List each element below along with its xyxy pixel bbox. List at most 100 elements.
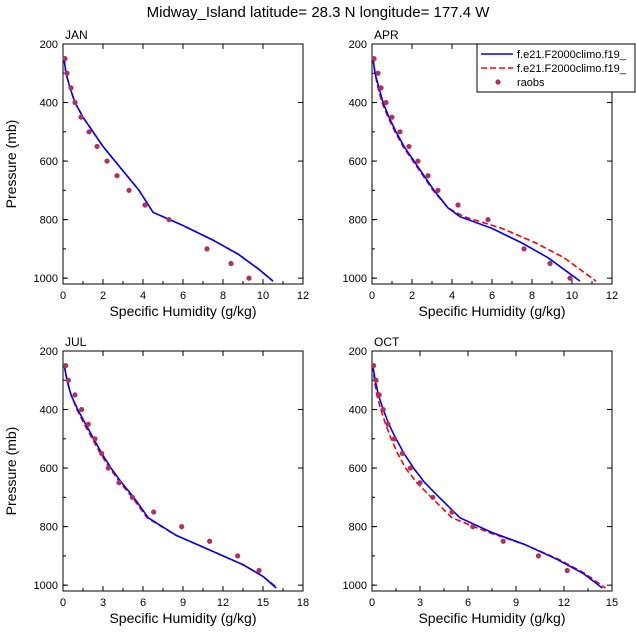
y-tick-label: 400: [349, 405, 367, 417]
chart-panel-apr: APR 0 2 4 6 8 10 12 200 400 600 800 1000 Specific Hum…: [343, 28, 619, 319]
series-line-red-dashed: [372, 58, 597, 282]
x-tick-label: 4: [140, 290, 146, 302]
x-tick-label: 12: [558, 597, 570, 609]
data-point-raobs: [564, 567, 570, 574]
y-tick-label: 600: [349, 156, 367, 168]
y-tick-label: 400: [349, 98, 367, 110]
x-tick-label: 4: [449, 290, 455, 302]
data-point-raobs: [470, 524, 476, 530]
data-point-raobs: [521, 246, 527, 252]
data-point-raobs: [207, 538, 213, 544]
data-point-raobs: [65, 377, 71, 383]
data-point-raobs: [500, 538, 506, 544]
panel-label: JAN: [65, 28, 88, 42]
data-point-raobs: [547, 260, 553, 267]
y-tick-label: 800: [349, 522, 367, 534]
x-tick-label: 12: [606, 290, 618, 302]
y-tick-label: 600: [40, 463, 58, 475]
data-point-raobs: [485, 217, 491, 223]
y-tick-label: 800: [40, 522, 58, 534]
series-line-blue: [372, 58, 581, 282]
data-point-raobs: [406, 143, 412, 150]
y-tick-label: 1000: [34, 580, 58, 592]
legend: f.e21.F2000climo.f19_ f.e21.F2000climo.f1…: [476, 43, 636, 93]
data-point-raobs: [72, 99, 78, 106]
y-tick-label: 400: [40, 98, 58, 110]
x-tick-label: 0: [60, 290, 66, 302]
x-axis-label: Specific Humidity (g/kg): [109, 303, 256, 319]
y-tick-label: 600: [40, 156, 58, 168]
x-tick-label: 10: [566, 290, 578, 302]
x-tick-label: 18: [297, 597, 309, 609]
x-tick-label: 3: [417, 597, 423, 609]
series-line-blue: [63, 58, 274, 282]
y-axis-label: Pressure (mb): [3, 427, 19, 516]
data-point-raobs: [129, 494, 135, 500]
x-tick-label: 8: [220, 290, 226, 302]
data-point-raobs: [380, 406, 386, 413]
series-line-blue: [372, 365, 603, 589]
data-point-raobs: [104, 158, 110, 164]
series-line-red-dashed: [372, 365, 607, 589]
data-point-raobs: [375, 70, 381, 76]
data-point-raobs: [228, 260, 234, 267]
data-point-raobs: [235, 553, 241, 559]
chart-panel-jul: JUL 0 3 6 9 12 15 18 200 400 600 800 1000 Specific Hu…: [3, 335, 309, 626]
x-tick-label: 9: [180, 597, 186, 609]
data-point-raobs: [116, 480, 122, 486]
y-tick-label: 400: [40, 405, 58, 417]
data-point-raobs: [72, 392, 78, 398]
data-point-raobs: [92, 436, 98, 442]
y-axis-label: Pressure (mb): [3, 120, 19, 209]
x-tick-label: 8: [529, 290, 535, 302]
data-point-raobs: [385, 421, 391, 427]
series-line-blue: [63, 365, 277, 589]
data-point-raobs: [371, 56, 377, 62]
legend-marker-dot: [495, 79, 501, 85]
legend-label: raobs: [517, 77, 545, 89]
x-tick-label: 6: [489, 290, 495, 302]
legend-label: f.e21.F2000climo.f19_: [517, 63, 627, 75]
data-point-raobs: [142, 202, 148, 208]
x-tick-label: 2: [409, 290, 415, 302]
panel-label: JUL: [65, 335, 87, 349]
series-line-red-dashed: [63, 365, 279, 589]
data-point-raobs: [179, 524, 185, 530]
y-tick-label: 1000: [343, 580, 367, 592]
x-tick-label: 0: [60, 597, 66, 609]
x-tick-label: 10: [257, 290, 269, 302]
legend-label: f.e21.F2000climo.f19_: [517, 49, 627, 61]
y-tick-label: 800: [349, 215, 367, 227]
data-point-raobs: [391, 436, 397, 442]
data-point-raobs: [126, 187, 132, 193]
data-point-raobs: [535, 553, 542, 559]
data-point-raobs: [204, 246, 210, 252]
y-tick-label: 1000: [343, 273, 367, 285]
data-point-raobs: [430, 494, 436, 500]
x-tick-label: 2: [100, 290, 106, 302]
panel-label: APR: [374, 28, 399, 42]
y-tick-label: 200: [349, 39, 367, 51]
data-point-raobs: [105, 465, 111, 471]
series-line-red-dashed: [63, 58, 274, 282]
x-axis-label: Specific Humidity (g/kg): [418, 610, 565, 626]
data-point-raobs: [256, 567, 262, 574]
data-point-raobs: [415, 158, 421, 164]
data-point-raobs: [399, 450, 405, 457]
data-point-raobs: [78, 114, 84, 120]
data-point-raobs: [376, 392, 382, 398]
data-point-raobs: [99, 450, 105, 457]
y-tick-label: 800: [40, 215, 58, 227]
x-axis-label: Specific Humidity (g/kg): [109, 610, 256, 626]
data-point-raobs: [62, 56, 68, 62]
y-tick-label: 600: [349, 463, 367, 475]
data-point-raobs: [94, 143, 100, 150]
data-point-raobs: [397, 129, 403, 135]
data-point-raobs: [389, 114, 395, 120]
y-tick-label: 200: [349, 346, 367, 358]
data-point-raobs: [567, 275, 573, 281]
plot-frame: [62, 43, 304, 285]
x-tick-label: 6: [140, 597, 146, 609]
panel-label: OCT: [374, 335, 400, 349]
